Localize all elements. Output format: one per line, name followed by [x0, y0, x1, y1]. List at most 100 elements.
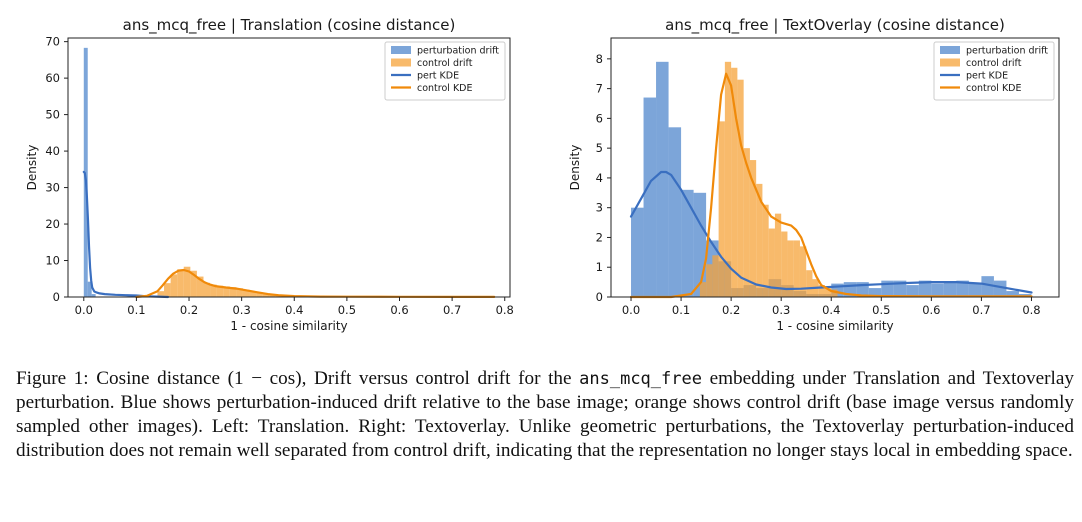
chart-0-legend-label-3: control KDE	[417, 83, 473, 94]
chart-0-ctrl-bar-13	[242, 289, 250, 297]
chart-1-ctrl-bar-20	[824, 288, 832, 297]
chart-1-legend-label-0: perturbation drift	[966, 46, 1048, 57]
chart-1-ctrl-bar-12	[774, 213, 782, 297]
chart-1-legend-label-2: pert KDE	[966, 71, 1008, 82]
textoverlay-panel: ans_mcq_free | TextOverlay (cosine dista…	[568, 16, 1060, 333]
chart-1-pert-bar-3	[668, 127, 682, 297]
chart-0-legend-swatch-1	[391, 58, 411, 67]
chart-1-pert-bar-30	[1006, 291, 1019, 297]
chart-0-ytick-label-1: 10	[45, 254, 60, 268]
chart-1-ctrl-bar-19	[818, 285, 825, 297]
chart-1-ctrl-kde-line	[629, 72, 1033, 299]
chart-0-legend-label-0: perturbation drift	[417, 46, 499, 57]
chart-0-ytick-label-7: 70	[45, 35, 60, 49]
figure-panels: ans_mcq_free | Translation (cosine dista…	[25, 16, 1060, 333]
chart-0-ctrl-bar-12	[236, 288, 243, 297]
chart-1-ctrl-bar-7	[743, 148, 750, 297]
chart-1-ctrl-bar-1	[706, 264, 713, 297]
chart-0-legend-swatch-0	[391, 46, 411, 54]
chart-0-xtick-label-5: 0.5	[338, 303, 356, 317]
chart-1-ctrl-bar-16	[799, 246, 807, 297]
chart-1-ctrl-bar-17	[806, 270, 813, 297]
chart-0-ctrl-bar-7	[203, 282, 211, 297]
chart-1-xtick-label-3: 0.3	[772, 303, 790, 317]
chart-1-title: ans_mcq_free | TextOverlay (cosine dista…	[665, 16, 1005, 35]
chart-0-legend-label-2: pert KDE	[417, 71, 459, 82]
chart-0-axes-frame	[67, 37, 511, 298]
chart-1-ctrl-bar-5	[731, 67, 738, 298]
chart-0-ctrl-bar-14	[249, 291, 257, 297]
chart-1-pert-bar-1	[643, 97, 657, 298]
chart-1-ctrl-bar-0	[699, 282, 707, 297]
chart-1-legend-swatch-0	[940, 46, 960, 54]
chart-1-ctrl-bar-8	[749, 160, 757, 297]
chart-0-ytick-label-6: 60	[45, 71, 60, 85]
chart-1-pert-bar-23	[918, 280, 932, 297]
chart-1-pert-bar-22	[906, 285, 919, 297]
chart-1-pert-bar-5	[693, 192, 707, 297]
caption-part1: , Drift versus control drift for the	[301, 368, 580, 389]
chart-0-legend	[384, 41, 506, 101]
chart-1-xtick-label-1: 0.1	[672, 303, 690, 317]
chart-0-pert-kde-line	[82, 170, 170, 299]
chart-1-ctrl-bar-14	[787, 240, 794, 297]
chart-0-ctrl-bar-16	[262, 293, 270, 297]
chart-1-legend-label-3: control KDE	[966, 83, 1022, 94]
chart-1-xtick-label-4: 0.4	[822, 303, 840, 317]
caption-part2: embedding under Translation and Textover…	[16, 368, 1074, 461]
chart-1-xtick-label-0: 0.0	[622, 303, 640, 317]
chart-1-ytick-label-5: 5	[596, 141, 603, 155]
chart-0-ytick-label-3: 30	[45, 181, 60, 195]
chart-0-xtick-label-7: 0.7	[443, 303, 461, 317]
chart-1-pert-bar-24	[931, 283, 944, 297]
chart-0-ctrl-bar-2	[170, 274, 178, 297]
chart-1-pert-bar-2	[656, 61, 669, 297]
chart-0-xtick-label-3: 0.3	[232, 303, 250, 317]
chart-1-ylabel: Density	[568, 145, 582, 191]
figure-caption: Figure 1: Cosine distance (1 − cos), Dri…	[16, 367, 1074, 463]
chart-0-xtick-label-2: 0.2	[180, 303, 198, 317]
chart-1-ctrl-bar-21	[831, 289, 838, 297]
chart-0-title: ans_mcq_free | Translation (cosine dista…	[123, 16, 456, 35]
chart-0-ytick-label-2: 20	[45, 217, 60, 231]
chart-1-xtick-label-5: 0.5	[872, 303, 890, 317]
chart-0-xtick-label-6: 0.6	[390, 303, 408, 317]
caption-code: ans_mcq_free	[579, 369, 702, 389]
chart-1-ytick-label-3: 3	[596, 201, 603, 215]
chart-1-ctrl-bar-10	[762, 204, 769, 297]
chart-0-ctrl-bar-15	[256, 292, 263, 297]
chart-1-ytick-label-8: 8	[596, 52, 603, 66]
chart-1-ctrl-bar-11	[768, 228, 775, 297]
chart-1-xtick-label-8: 0.8	[1022, 303, 1040, 317]
chart-1-xlabel: 1 - cosine similarity	[776, 319, 893, 333]
chart-1-ctrl-bar-3	[718, 121, 725, 297]
chart-1-pert-bar-0	[631, 207, 644, 297]
chart-1-pert-bar-21	[893, 280, 907, 297]
chart-1-pert-bar-19	[868, 288, 882, 297]
chart-0-ctrl-bar-6	[196, 276, 204, 297]
chart-0-pert-bar-2	[91, 294, 96, 297]
chart-1-ytick-label-4: 4	[596, 171, 603, 185]
chart-0-ctrl-bar-9	[216, 285, 224, 297]
chart-1-legend-label-1: control drift	[966, 58, 1022, 69]
chart-1-ytick-label-1: 1	[596, 260, 603, 274]
chart-1-pert-bar-28	[981, 276, 994, 297]
chart-0-ctrl-bar-17	[269, 294, 276, 297]
chart-0-ctrl-bar-0	[157, 291, 165, 297]
chart-0-ytick-label-0: 0	[53, 290, 60, 304]
chart-0-ytick-label-4: 40	[45, 144, 60, 158]
chart-0-ylabel: Density	[25, 145, 39, 191]
chart-0-ctrl-bar-5	[190, 270, 197, 297]
chart-0-ctrl-bar-4	[183, 266, 191, 297]
chart-0-pert-bar-1	[87, 281, 92, 297]
chart-0-ctrl-bar-11	[229, 287, 237, 297]
chart-1-xtick-label-7: 0.7	[972, 303, 990, 317]
chart-1-legend	[933, 41, 1055, 101]
chart-0-ctrl-bar-3	[177, 269, 184, 297]
chart-1-ytick-label-0: 0	[596, 290, 603, 304]
chart-1-ytick-label-7: 7	[596, 82, 603, 96]
chart-1-legend-swatch-1	[940, 58, 960, 67]
translation-panel: ans_mcq_free | Translation (cosine dista…	[25, 16, 514, 333]
caption-formula: (1 − cos)	[227, 368, 302, 389]
chart-1-ctrl-bar-15	[793, 240, 800, 297]
